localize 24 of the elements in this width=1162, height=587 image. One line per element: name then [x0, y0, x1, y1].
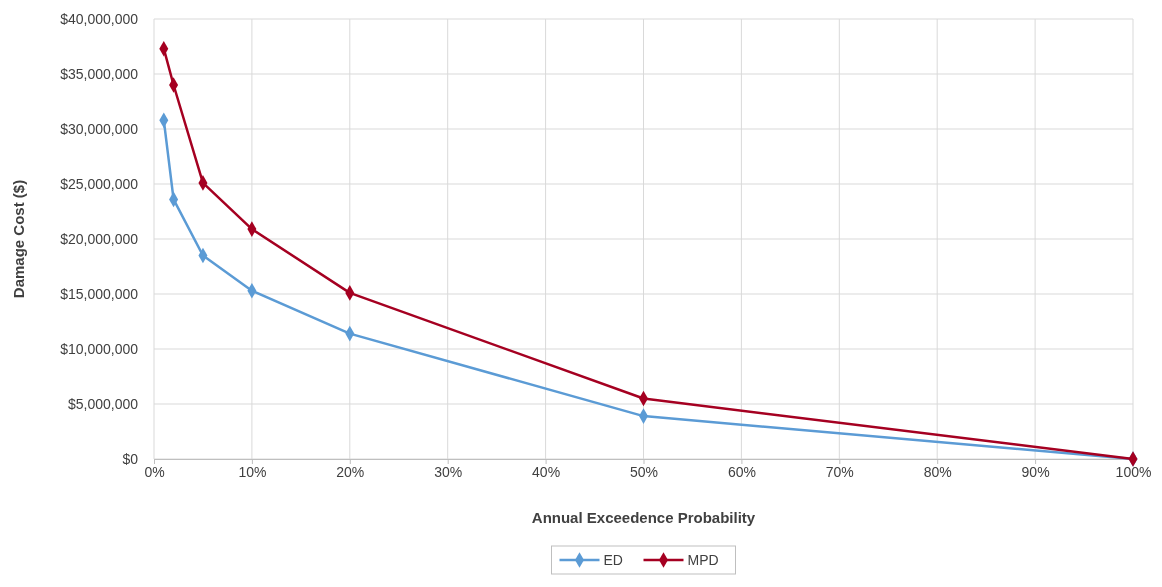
x-tick-label: 20% [336, 463, 365, 480]
x-tick-label: 0% [144, 463, 165, 480]
y-axis-title: Damage Cost ($) [10, 179, 27, 299]
x-axis-title: Annual Exceedence Probability [531, 509, 756, 526]
x-tick-label: 80% [923, 463, 952, 480]
x-tick-label: 50% [629, 463, 659, 480]
x-tick-label: 30% [434, 463, 463, 480]
x-tick-label: 10% [238, 463, 267, 480]
x-tick-label: 60% [727, 463, 756, 480]
y-tick-label: $5,000,000 [67, 395, 139, 412]
y-tick-label: $15,000,000 [60, 285, 139, 302]
x-tick-label: 90% [1021, 463, 1050, 480]
x-tick-label: 40% [532, 463, 561, 480]
legend-label: MPD [687, 552, 719, 568]
y-tick-label: $20,000,000 [60, 230, 139, 247]
x-tick-label: 70% [825, 463, 854, 480]
y-tick-label: $30,000,000 [60, 120, 139, 137]
y-tick-label: $40,000,000 [60, 10, 139, 27]
y-tick-label: $25,000,000 [60, 175, 139, 192]
x-tick-label: 100% [1115, 463, 1152, 480]
y-tick-label: $35,000,000 [60, 65, 139, 82]
y-tick-label: $0 [122, 450, 139, 467]
legend-label: ED [603, 552, 623, 568]
y-tick-label: $10,000,000 [60, 340, 139, 357]
